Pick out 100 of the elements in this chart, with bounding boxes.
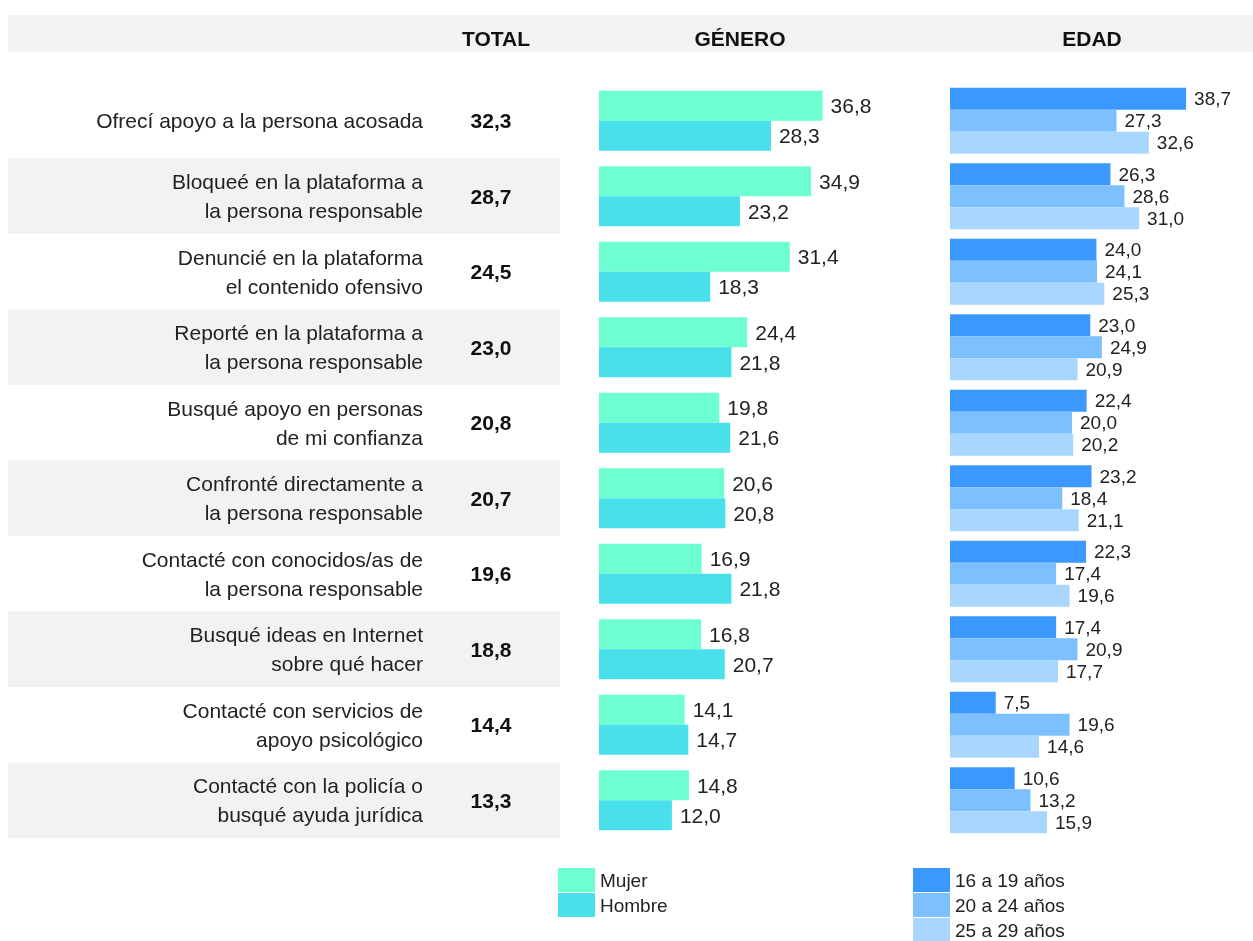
bar bbox=[950, 87, 1187, 110]
bar bbox=[950, 131, 1149, 154]
bar bbox=[950, 260, 1098, 283]
data-label: 14,7 bbox=[696, 728, 738, 752]
bar bbox=[599, 724, 689, 755]
bar bbox=[950, 540, 1087, 563]
bar bbox=[599, 619, 702, 650]
data-label: 20,2 bbox=[1081, 434, 1119, 456]
data-label: 32,6 bbox=[1156, 132, 1194, 154]
category-label: Contacté con conocidos/as de la persona responsable bbox=[141, 547, 423, 600]
data-label: 25,3 bbox=[1112, 283, 1150, 305]
legend-label: 25 a 29 años bbox=[955, 919, 1065, 941]
bar bbox=[950, 314, 1091, 337]
data-label: 21,6 bbox=[738, 426, 780, 450]
bar bbox=[950, 789, 1031, 812]
bar bbox=[599, 317, 748, 348]
bar bbox=[950, 465, 1092, 488]
legend-label: 16 a 19 años bbox=[955, 869, 1065, 891]
bar bbox=[599, 770, 689, 801]
data-label: 20,8 bbox=[733, 501, 775, 525]
data-label: 18,3 bbox=[718, 275, 760, 299]
bar bbox=[599, 573, 732, 604]
bar bbox=[599, 90, 823, 121]
data-label: 20,6 bbox=[732, 471, 774, 495]
bar bbox=[599, 347, 732, 378]
data-label: 36,8 bbox=[830, 94, 872, 118]
data-label: 10,6 bbox=[1022, 767, 1060, 789]
bar bbox=[950, 660, 1058, 683]
data-label: 14,8 bbox=[696, 773, 738, 797]
bar bbox=[950, 767, 1015, 790]
data-label: 21,8 bbox=[739, 577, 781, 601]
bar bbox=[950, 713, 1070, 736]
bar bbox=[599, 166, 812, 197]
bar bbox=[599, 241, 790, 272]
bar bbox=[950, 238, 1097, 261]
category-label: Contacté con la policía o busqué ayuda jurídica bbox=[193, 774, 424, 827]
data-label: 21,1 bbox=[1086, 509, 1124, 531]
bar bbox=[599, 120, 771, 151]
bar bbox=[599, 694, 685, 725]
bar bbox=[950, 282, 1105, 305]
legend-label: 20 a 24 años bbox=[955, 894, 1065, 916]
text: 20,7 bbox=[470, 486, 512, 510]
data-label: 28,6 bbox=[1132, 185, 1170, 207]
bar bbox=[950, 109, 1117, 132]
data-label: 12,0 bbox=[679, 803, 721, 827]
data-label: 20,9 bbox=[1085, 358, 1123, 380]
bar bbox=[599, 649, 725, 680]
data-label: 16,9 bbox=[709, 547, 751, 571]
category-label: Bloqueé en la plataforma a la persona responsable bbox=[171, 170, 424, 223]
bar bbox=[950, 562, 1057, 585]
data-label: 14,1 bbox=[692, 698, 734, 722]
data-label: 23,2 bbox=[1099, 465, 1137, 487]
data-label: 19,8 bbox=[727, 396, 769, 420]
bar bbox=[950, 185, 1125, 208]
bar bbox=[950, 811, 1047, 834]
bar bbox=[599, 271, 711, 302]
bar bbox=[950, 389, 1087, 412]
category-label: Busqué apoyo en personas de mi confianza bbox=[167, 396, 424, 449]
category-label: Confronté directamente a la persona responsable bbox=[186, 472, 424, 525]
bar bbox=[599, 392, 720, 423]
legend-label: Hombre bbox=[600, 894, 668, 916]
bar bbox=[599, 468, 725, 499]
data-label: 17,4 bbox=[1064, 616, 1102, 638]
text: 13,3 bbox=[470, 788, 512, 812]
text: 23,0 bbox=[470, 335, 512, 359]
data-label: 24,4 bbox=[755, 320, 797, 344]
data-label: 20,9 bbox=[1085, 638, 1123, 660]
bar bbox=[599, 196, 740, 227]
bar bbox=[950, 487, 1063, 510]
bar bbox=[950, 735, 1040, 758]
bar bbox=[599, 422, 731, 453]
data-label: 27,3 bbox=[1124, 110, 1162, 132]
bar bbox=[950, 691, 996, 714]
data-label: 16,8 bbox=[709, 622, 750, 646]
data-label: 20,7 bbox=[732, 652, 774, 676]
data-label: 31,4 bbox=[797, 245, 839, 269]
text: TOTAL bbox=[461, 27, 531, 50]
bar bbox=[950, 509, 1079, 532]
data-label: 17,4 bbox=[1064, 563, 1102, 585]
data-label: 15,9 bbox=[1054, 811, 1092, 833]
data-label: 20,0 bbox=[1080, 412, 1117, 434]
data-label: 34,9 bbox=[819, 169, 860, 193]
bar bbox=[950, 336, 1102, 359]
data-label: 7,5 bbox=[1003, 692, 1031, 714]
text: 20,8 bbox=[470, 411, 512, 435]
data-label: 38,7 bbox=[1194, 88, 1232, 110]
data-label: 26,3 bbox=[1118, 163, 1156, 185]
text: 14,4 bbox=[470, 713, 512, 737]
data-label: 14,6 bbox=[1047, 736, 1085, 758]
bar bbox=[950, 433, 1074, 456]
text: 32,3 bbox=[470, 109, 512, 133]
data-label: 24,9 bbox=[1109, 336, 1147, 358]
data-label: 23,2 bbox=[747, 199, 789, 223]
bar bbox=[950, 411, 1072, 434]
bar bbox=[950, 638, 1078, 661]
text: 24,5 bbox=[470, 260, 512, 284]
bar bbox=[599, 543, 702, 574]
chart-title: EDAD bbox=[1062, 27, 1122, 50]
category-label: Denuncié en la plataforma el contenido ofensivo bbox=[177, 245, 424, 298]
bar bbox=[950, 616, 1057, 639]
